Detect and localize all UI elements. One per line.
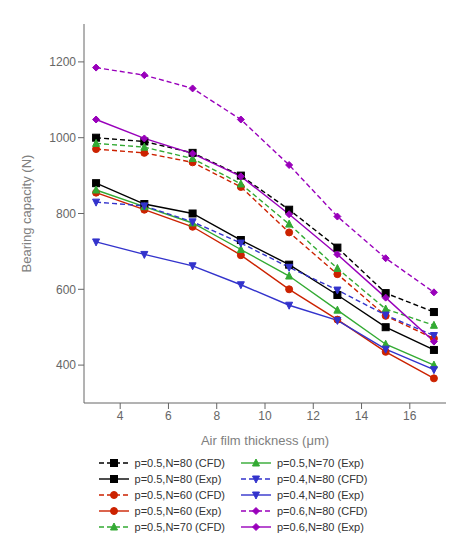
html-text:p=0.4,N=80 (Exp): p=0.4,N=80 (Exp) bbox=[277, 489, 364, 501]
svg-text:1200: 1200 bbox=[49, 55, 76, 69]
html-text:p=0.6,N=80 (CFD): p=0.6,N=80 (CFD) bbox=[277, 505, 368, 517]
svg-text:8: 8 bbox=[213, 409, 220, 423]
svg-text:Bearing capacity (N): Bearing capacity (N) bbox=[19, 155, 34, 273]
svg-text:1000: 1000 bbox=[49, 131, 76, 145]
html-text:p=0.5,N=60 (CFD): p=0.5,N=60 (CFD) bbox=[134, 489, 225, 501]
svg-text:10: 10 bbox=[258, 409, 272, 423]
svg-text:800: 800 bbox=[56, 207, 76, 221]
svg-text:600: 600 bbox=[56, 283, 76, 297]
svg-text:12: 12 bbox=[307, 409, 321, 423]
svg-text:16: 16 bbox=[403, 409, 417, 423]
html-text:p=0.5,N=80 (CFD): p=0.5,N=80 (CFD) bbox=[134, 457, 225, 469]
html-text:p=0.4,N=80 (CFD): p=0.4,N=80 (CFD) bbox=[277, 473, 368, 485]
svg-text:400: 400 bbox=[56, 358, 76, 372]
html-text:p=0.5,N=80 (Exp): p=0.5,N=80 (Exp) bbox=[134, 473, 222, 485]
svg-text:6: 6 bbox=[165, 409, 172, 423]
svg-text:4: 4 bbox=[117, 409, 124, 423]
svg-text:14: 14 bbox=[355, 409, 369, 423]
html-text:p=0.5,N=70 (Exp): p=0.5,N=70 (Exp) bbox=[277, 457, 364, 469]
html-text:p=0.6,N=80 (Exp): p=0.6,N=80 (Exp) bbox=[277, 521, 364, 533]
svg-text:Air film thickness (μm): Air film thickness (μm) bbox=[201, 433, 329, 448]
html-text:p=0.5,N=60 (Exp): p=0.5,N=60 (Exp) bbox=[134, 505, 222, 517]
html-text:p=0.5,N=70 (CFD): p=0.5,N=70 (CFD) bbox=[134, 521, 225, 533]
